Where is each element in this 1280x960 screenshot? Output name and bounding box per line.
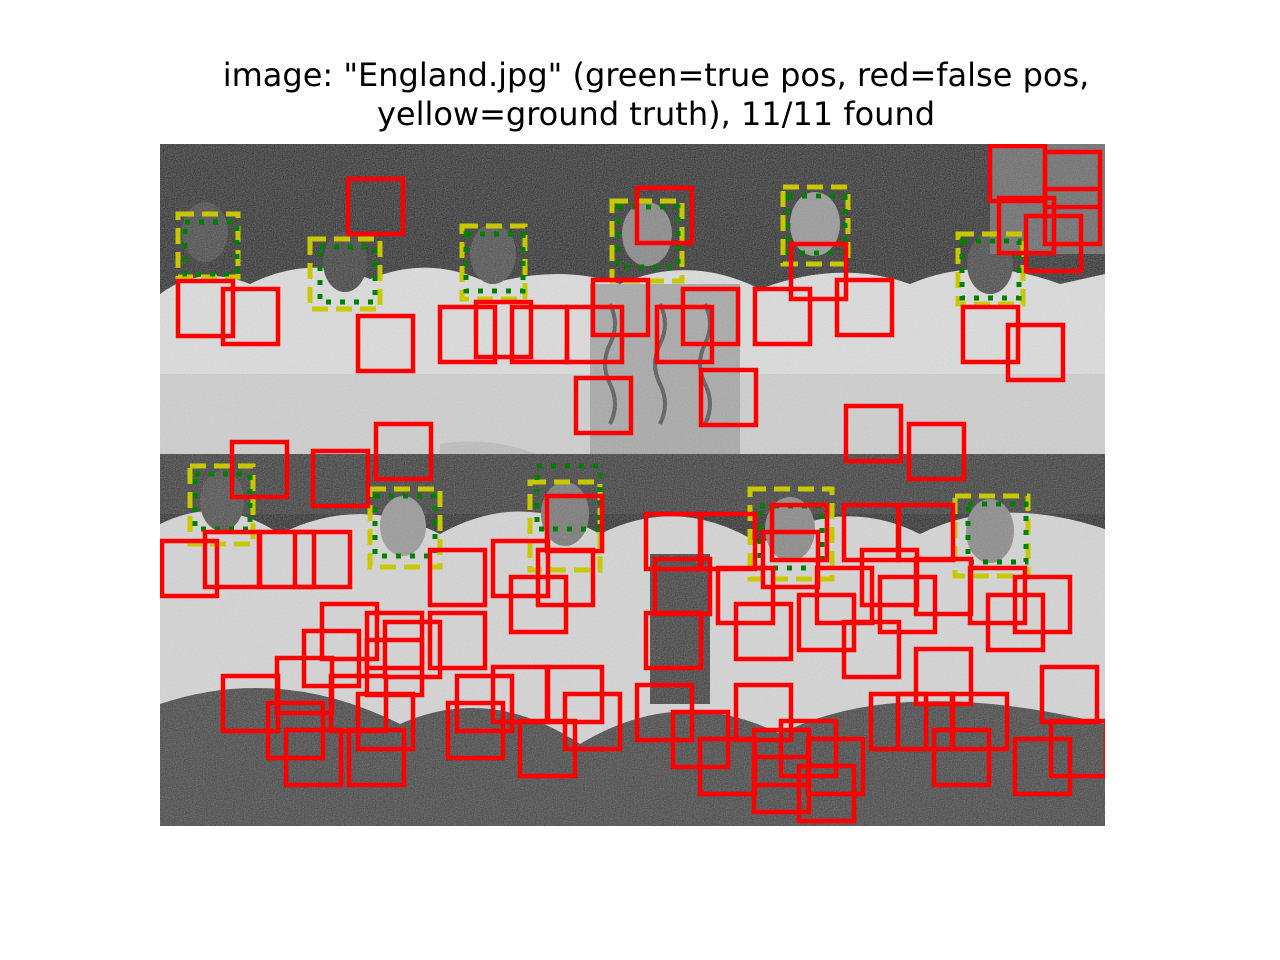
ground-truth-box bbox=[955, 231, 1026, 307]
false-positive-box bbox=[1023, 213, 1084, 274]
true-positive-box bbox=[463, 231, 526, 294]
false-positive-box bbox=[292, 529, 353, 590]
false-positive-box bbox=[373, 421, 434, 482]
true-positive-box bbox=[959, 238, 1022, 301]
false-positive-box bbox=[1005, 322, 1066, 383]
false-positive-box bbox=[752, 286, 813, 347]
false-positive-box bbox=[788, 241, 849, 302]
false-positive-box bbox=[967, 565, 1028, 626]
false-positive-box bbox=[733, 601, 794, 662]
true-positive-box bbox=[965, 501, 1029, 565]
false-positive-box bbox=[345, 176, 406, 237]
ground-truth-box bbox=[367, 486, 443, 570]
photo-scene bbox=[160, 144, 1105, 826]
false-positive-box bbox=[220, 286, 281, 347]
false-positive-box bbox=[697, 511, 758, 572]
false-positive-box bbox=[346, 727, 407, 788]
false-positive-box bbox=[634, 185, 695, 246]
false-positive-box bbox=[733, 682, 794, 743]
false-positive-box bbox=[949, 691, 1010, 752]
false-positive-box bbox=[256, 529, 317, 590]
false-positive-box bbox=[437, 304, 498, 365]
false-positive-box bbox=[680, 286, 741, 347]
ground-truth-box bbox=[780, 184, 851, 267]
false-positive-box bbox=[160, 538, 220, 599]
false-positive-box bbox=[1042, 149, 1103, 210]
false-positive-box bbox=[382, 619, 443, 680]
ground-truth-box bbox=[187, 463, 256, 547]
false-positive-boxes bbox=[160, 144, 1105, 824]
false-positive-box bbox=[562, 691, 623, 752]
ground-truth-box bbox=[175, 211, 241, 280]
true-positive-box bbox=[785, 193, 848, 256]
ground-truth-box bbox=[307, 236, 383, 312]
false-positive-box bbox=[427, 547, 488, 608]
false-positive-box bbox=[814, 565, 875, 626]
false-positive-box bbox=[229, 439, 290, 500]
false-positive-box bbox=[427, 610, 488, 671]
false-positive-box bbox=[310, 448, 371, 509]
false-positive-box bbox=[573, 375, 634, 436]
false-positive-box bbox=[960, 304, 1021, 365]
false-positive-box bbox=[1012, 736, 1073, 797]
title-line-2: yellow=ground truth), 11/11 found bbox=[376, 95, 936, 133]
false-positive-box bbox=[590, 277, 651, 338]
false-positive-box bbox=[544, 493, 605, 554]
figure-title: image: "England.jpg" (green=true pos, re… bbox=[160, 56, 1152, 134]
false-positive-box bbox=[913, 646, 974, 707]
false-positive-box bbox=[652, 556, 713, 617]
false-positive-box bbox=[834, 277, 895, 338]
true-positive-box bbox=[534, 463, 603, 532]
false-positive-box bbox=[355, 313, 416, 374]
false-positive-box bbox=[1012, 574, 1073, 635]
false-positive-box bbox=[283, 727, 344, 788]
false-positive-box bbox=[698, 367, 759, 428]
false-positive-box bbox=[355, 691, 416, 752]
ground-truth-box bbox=[747, 486, 835, 582]
false-positive-box bbox=[769, 502, 830, 563]
true-positive-box bbox=[182, 219, 240, 277]
false-positive-box bbox=[751, 754, 812, 815]
ground-truth-boxes bbox=[175, 184, 1031, 582]
false-positive-box bbox=[175, 278, 236, 339]
false-positive-box bbox=[445, 700, 506, 761]
true-positive-box bbox=[615, 204, 681, 270]
false-positive-box bbox=[906, 421, 967, 482]
false-positive-box bbox=[931, 727, 992, 788]
false-positive-box bbox=[796, 763, 857, 824]
false-positive-box bbox=[508, 574, 569, 635]
true-positive-box bbox=[372, 493, 438, 559]
false-positive-box bbox=[843, 403, 904, 464]
false-positive-box bbox=[490, 538, 551, 599]
ground-truth-box bbox=[527, 479, 603, 573]
false-positive-box bbox=[473, 299, 534, 360]
detection-image bbox=[160, 144, 1105, 826]
title-line-1: image: "England.jpg" (green=true pos, re… bbox=[222, 56, 1090, 94]
false-positive-box bbox=[877, 574, 938, 635]
true-positive-boxes bbox=[182, 193, 1029, 571]
false-positive-box bbox=[1048, 718, 1105, 779]
